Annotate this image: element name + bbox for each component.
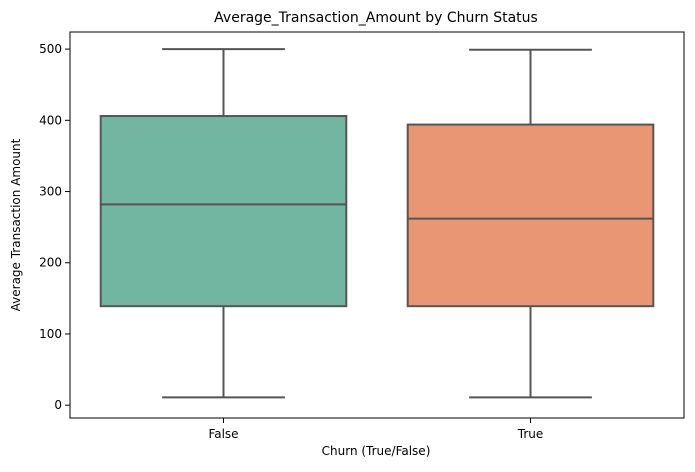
y-tick-label: 300 [39,185,62,199]
y-tick-label: 100 [39,327,62,341]
x-tick-label: False [208,427,238,441]
x-tick-label: True [517,427,544,441]
box-false [99,115,348,308]
chart-title: Average_Transaction_Amount by Churn Stat… [214,10,538,26]
y-tick-label: 400 [39,113,62,127]
y-tick-label: 500 [39,42,62,56]
y-tick-label: 200 [39,256,62,270]
box-true [406,123,655,308]
y-tick-label: 0 [54,398,62,412]
y-axis-label: Average Transaction Amount [9,138,23,311]
x-axis-label: Churn (True/False) [322,444,431,458]
plot-frame [69,31,685,419]
plot-area: 0 100 200 300 400 500 False True [39,31,685,441]
